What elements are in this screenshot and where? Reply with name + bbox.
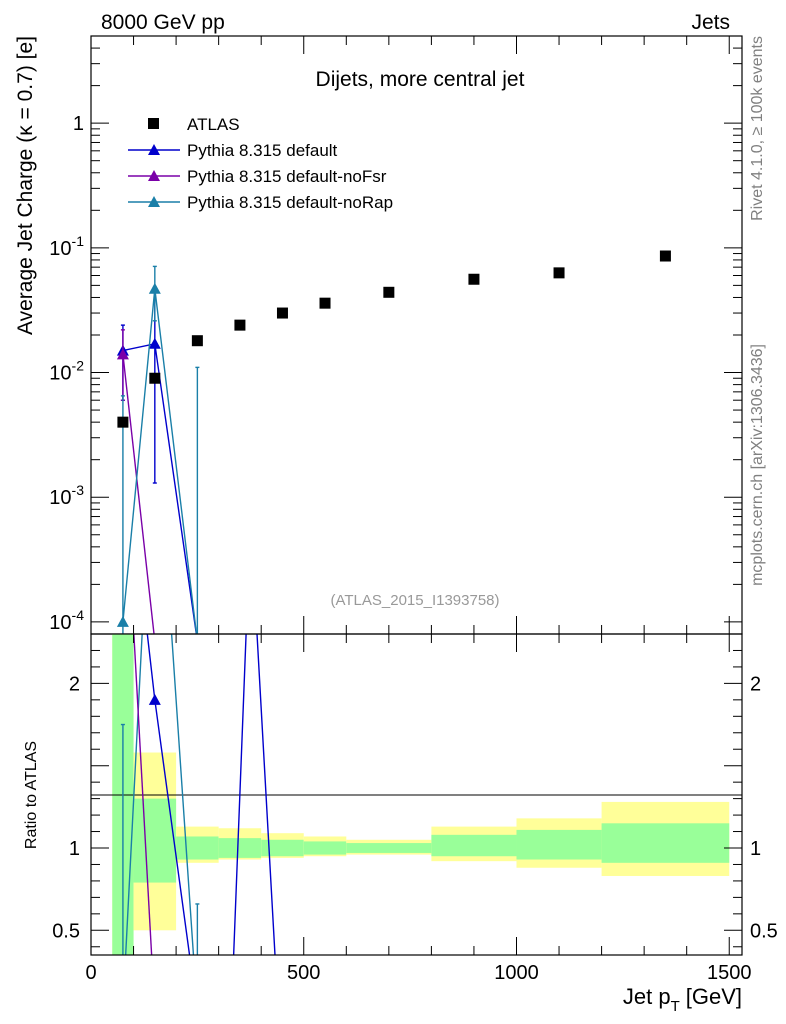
- y-tick-label-exp: -4: [72, 607, 85, 623]
- header-jets: Jets: [691, 11, 730, 34]
- ratio-line-nofsr: [133, 634, 153, 955]
- series-line-nofsr: [122, 354, 155, 634]
- chart-watermark: (ATLAS_2015_I1393758): [330, 592, 499, 609]
- data-point-atlas: [234, 319, 246, 331]
- data-point-atlas: [117, 416, 129, 428]
- mcplots-label: mcplots.cern.ch [arXiv:1306.3436]: [749, 344, 766, 586]
- header-energy: 8000 GeV pp: [101, 11, 225, 34]
- x-tick-label: 0: [85, 962, 96, 984]
- x-tick-label: 1000: [494, 962, 539, 984]
- y-tick-label: 10-1: [49, 233, 84, 260]
- ratio-y-tick-label-right: 2: [750, 673, 761, 695]
- data-point-default: [148, 337, 161, 349]
- ratio-band-inner: [218, 838, 262, 858]
- legend-marker-nofsr: [148, 170, 160, 181]
- y-tick-label-exp: -2: [72, 358, 85, 374]
- ratio-y-tick-label-right: 1: [750, 838, 761, 860]
- x-axis-label-unit: [GeV]: [686, 984, 742, 1009]
- ratio-y-tick-label: 2: [69, 673, 80, 695]
- ratio-panel: 0.5 0.5 1 1 2 2 0 500 1000 1500 Ratio to ATLAS J…: [23, 633, 778, 1015]
- data-point-nofsr: [116, 348, 129, 360]
- data-point-atlas: [276, 307, 288, 319]
- y-tick-label: 1: [73, 113, 84, 135]
- ratio-y-axis-label: Ratio to ATLAS: [23, 741, 40, 849]
- data-point-norap: [116, 615, 129, 627]
- data-point-atlas: [553, 267, 565, 279]
- main-y-ticks: 10-410-310-210-11: [49, 35, 742, 634]
- data-point-atlas: [383, 286, 395, 298]
- legend-item-atlas: ATLAS: [148, 115, 240, 134]
- legend-marker-default: [148, 144, 160, 155]
- legend-label-atlas: ATLAS: [187, 115, 240, 134]
- ratio-band-inner: [176, 836, 219, 860]
- ratio-band-inner: [601, 823, 730, 863]
- ratio-band-inner: [516, 829, 602, 860]
- y-tick-label-base: 10: [49, 363, 71, 385]
- legend-item-norap: Pythia 8.315 default-noRap: [128, 193, 393, 212]
- chart-title: Dijets, more central jet: [316, 68, 525, 91]
- x-axis-label-sub: T: [671, 998, 680, 1015]
- x-tick-label: 1500: [707, 962, 752, 984]
- y-tick-label-base: 10: [49, 487, 71, 509]
- rivet-label: Rivet 4.1.0, ≥ 100k events: [749, 36, 766, 221]
- legend-item-default: Pythia 8.315 default: [128, 141, 338, 160]
- y-tick-label-base: 10: [49, 612, 71, 634]
- ratio-frame: [90, 633, 743, 956]
- data-point-norap: [148, 282, 161, 294]
- data-point-atlas: [468, 273, 480, 285]
- data-point-atlas: [191, 335, 203, 347]
- legend-item-nofsr: Pythia 8.315 default-noFsr: [128, 167, 387, 186]
- ratio-band-inner: [346, 843, 432, 853]
- x-tick-label: 500: [287, 962, 320, 984]
- main-panel: 10-410-310-210-11 Dijets, more central j…: [14, 35, 743, 635]
- y-tick-label-exp: -1: [72, 233, 85, 249]
- ratio-y-tick-label: 0.5: [52, 920, 80, 942]
- y-tick-label: 10-4: [49, 607, 84, 634]
- ratio-bands: [112, 634, 730, 955]
- ratio-y-tick-label-right: 0.5: [750, 920, 778, 942]
- y-tick-label: 10-2: [49, 358, 84, 385]
- legend-label-default: Pythia 8.315 default: [187, 141, 338, 160]
- main-x-ticks: [90, 36, 730, 634]
- data-point-atlas: [319, 297, 331, 309]
- ratio-x-ticks: 0 500 1000 1500: [85, 634, 751, 984]
- ratio-band-inner: [431, 834, 517, 857]
- ratio-y-tick-label: 1: [69, 838, 80, 860]
- ratio-band-inner: [133, 798, 177, 883]
- ratio-series: [120, 634, 276, 955]
- ratio-band-inner: [261, 839, 304, 857]
- ratio-y-ticks: 0.5 0.5 1 1 2 2: [52, 649, 778, 948]
- y-tick-label-exp: -3: [72, 482, 85, 498]
- y-tick-label: 10-3: [49, 482, 84, 509]
- legend-marker-atlas: [148, 118, 159, 129]
- data-point-atlas: [149, 372, 161, 384]
- legend-label-nofsr: Pythia 8.315 default-noFsr: [187, 167, 387, 186]
- data-point-atlas: [659, 250, 671, 262]
- x-axis-label: Jet pT [GeV]: [623, 984, 742, 1015]
- series-line-default: [122, 342, 198, 634]
- series-line-norap: [122, 288, 198, 634]
- main-series: [116, 250, 671, 634]
- ratio-line-default-spike: [232, 634, 276, 955]
- ratio-band-inner: [303, 841, 347, 855]
- legend-label-norap: Pythia 8.315 default-noRap: [187, 193, 393, 212]
- legend-marker-norap: [148, 196, 160, 207]
- y-axis-label: Average Jet Charge (κ = 0.7) [e]: [14, 36, 37, 335]
- ratio-line-norap: [124, 634, 195, 955]
- x-axis-label-main: Jet p: [623, 984, 671, 1009]
- ratio-point-default: [148, 693, 161, 705]
- legend: ATLAS Pythia 8.315 default Pythia 8.315 …: [128, 115, 393, 212]
- y-tick-label-base: 10: [49, 238, 71, 260]
